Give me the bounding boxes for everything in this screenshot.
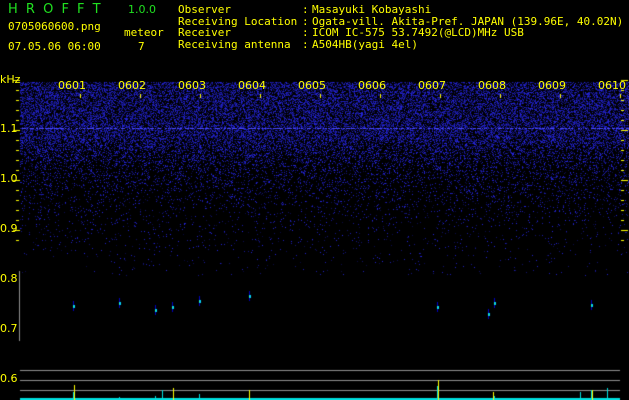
x-tick-label: 0610 xyxy=(598,79,626,92)
info-label: Receiving antenna xyxy=(178,37,291,51)
x-tick-label: 0606 xyxy=(358,79,386,92)
meteor-count: 7 xyxy=(138,40,145,53)
x-tick-label: 0608 xyxy=(478,79,506,92)
y-tick-label: 0.6 xyxy=(0,372,18,385)
file-name: 0705060600.png xyxy=(8,20,101,33)
info-colon: : xyxy=(302,26,309,39)
info-value: A504HB(yagi 4el) xyxy=(312,37,418,51)
file-datetime: 07.05.06 06:00 xyxy=(8,40,101,53)
y-tick-label: 0.7 xyxy=(0,322,18,335)
y-tick-label: 0.8 xyxy=(0,272,18,285)
spectrogram xyxy=(0,76,629,400)
app-logo: H R O F F T xyxy=(8,2,103,17)
info-value: Ogata-vill. Akita-Pref. JAPAN (139.96E, … xyxy=(312,14,624,28)
x-tick-label: 0603 xyxy=(178,79,206,92)
x-tick-label: 0609 xyxy=(538,79,566,92)
info-value: ICOM IC-575 53.7492(@LCD)MHz USB xyxy=(312,26,524,39)
info-label: Receiving Location xyxy=(178,14,298,28)
info-value: Masayuki Kobayashi xyxy=(312,3,432,16)
x-tick-label: 0602 xyxy=(118,79,146,92)
y-tick-label: 1.1 xyxy=(0,122,18,135)
y-axis-unit: kHz xyxy=(0,73,21,86)
info-label: Receiver xyxy=(178,26,231,39)
x-tick-label: 0605 xyxy=(298,79,326,92)
x-tick-label: 0607 xyxy=(418,79,446,92)
info-colon: : xyxy=(302,14,309,28)
y-tick-label: 0.9 xyxy=(0,222,18,235)
y-tick-label: 1.0 xyxy=(0,172,18,185)
meteor-label: meteor xyxy=(124,26,164,39)
x-tick-label: 0601 xyxy=(58,79,86,92)
info-label: Observer xyxy=(178,3,231,16)
app-version: 1.0.0 xyxy=(128,3,156,16)
info-colon: : xyxy=(302,3,309,16)
x-tick-label: 0604 xyxy=(238,79,266,92)
info-colon: : xyxy=(302,37,309,51)
